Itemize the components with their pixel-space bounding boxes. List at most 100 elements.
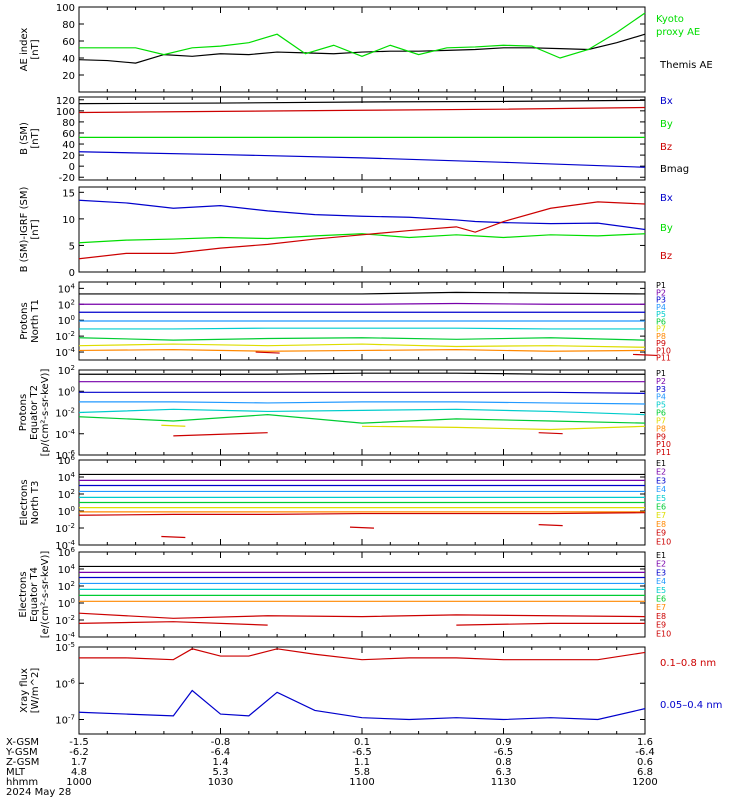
- legend-entry: 0.1–0.8 nm: [660, 658, 716, 669]
- y-tick-label: 104: [58, 563, 76, 576]
- series-line-themis-ae: [78, 33, 646, 64]
- series-segment-p9: [255, 351, 280, 354]
- legend-entry: P6: [656, 409, 666, 418]
- orbit-value: 0.6: [637, 757, 653, 768]
- y-axis-label: B (SM): [19, 122, 30, 155]
- y-tick-label: 80: [62, 118, 75, 129]
- legend-entry: P1: [656, 369, 666, 378]
- y-tick-label: 10: [62, 215, 75, 226]
- panel-frame: [78, 186, 646, 273]
- orbit-value: 4.8: [71, 767, 87, 778]
- y-tick-label: 10-2: [55, 614, 75, 627]
- legend-entry: P4: [656, 303, 666, 312]
- legend-entry: Bmag: [660, 164, 689, 175]
- legend-entry: E10: [656, 537, 671, 546]
- orbit-value: 0.8: [496, 757, 512, 768]
- legend-entry: E10: [656, 629, 671, 638]
- y-tick-label: 102: [58, 580, 75, 593]
- panel-frame: [78, 96, 646, 181]
- legend-entry: P4: [656, 393, 666, 402]
- y-tick-label: 40: [62, 140, 75, 151]
- y-axis-label: Xray flux: [19, 668, 30, 713]
- legend-entry: Kyoto: [656, 14, 684, 25]
- orbit-value: -6.2: [69, 747, 89, 758]
- orbit-value: 1030: [208, 777, 233, 788]
- legend-entry: E5: [656, 494, 666, 503]
- y-axis-label: Equator T2: [29, 385, 40, 440]
- orbit-value: 6.3: [496, 767, 512, 778]
- y-tick-label: -20: [59, 173, 75, 184]
- legend-entry: E4: [656, 485, 666, 494]
- y-axis-label: Electrons: [19, 479, 30, 525]
- y-tick-label: 10-5: [55, 641, 75, 654]
- y-axis-label: [W/m^2]: [30, 668, 41, 714]
- y-tick-label: 100: [58, 597, 75, 610]
- legend-entry: Bx: [660, 193, 673, 204]
- orbit-value: -6.5: [494, 747, 514, 758]
- series-segment-p9: [632, 353, 658, 357]
- orbit-value: 1130: [491, 777, 516, 788]
- legend-entry: P9: [656, 432, 666, 441]
- series-line-p5: [79, 327, 645, 330]
- panel-pn1: 104 102 100 10-2 10-4 Protons North T1 P1P2P3P4…: [19, 281, 671, 363]
- y-tick-label: 60: [62, 37, 75, 48]
- y-tick-label: 15: [62, 188, 75, 199]
- series-segment-p9: [538, 432, 563, 435]
- orbit-value: 1200: [632, 777, 657, 788]
- legend-entry: E5: [656, 586, 666, 595]
- y-axis-label: [nT]: [30, 39, 41, 59]
- legend-entry: E1: [656, 459, 666, 468]
- y-tick-label: 100: [56, 107, 75, 118]
- legend-entry: Bz: [660, 251, 672, 262]
- legend-entry: E7: [656, 603, 666, 612]
- panel-frame: [78, 369, 646, 456]
- orbit-value: 1.6: [637, 737, 653, 748]
- orbit-value: 6.8: [637, 767, 653, 778]
- y-axis-label: Protons: [18, 394, 29, 431]
- y-tick-label: 10-2: [55, 330, 75, 343]
- legend-entry: E3: [656, 476, 666, 485]
- series-line-p2: [79, 302, 645, 305]
- y-axis-label: [p/(cm²-s-sr-keV)]: [40, 369, 51, 457]
- y-tick-label: 106: [58, 454, 76, 467]
- panel-frame: [78, 6, 646, 93]
- orbit-row-label: MLT: [6, 767, 26, 778]
- plot-date: 2024 May 28: [6, 787, 71, 798]
- legend-entry: E8: [656, 612, 666, 621]
- orbit-row-label: Z-GSM: [6, 757, 39, 768]
- series-line-p3: [79, 391, 646, 394]
- legend-entry: P2: [656, 377, 666, 386]
- panel-ae: 20 40 60 80 100 AE index [nT] Kyoto proxy AE Them…: [19, 3, 713, 93]
- legend-entry: P8: [656, 424, 666, 433]
- legend-entry: P10: [656, 346, 671, 355]
- y-tick-label: 10-6: [55, 677, 75, 690]
- legend-entry: P1: [656, 281, 666, 290]
- orbit-row-label: hhmm: [6, 777, 38, 788]
- y-tick-label: 106: [58, 546, 76, 559]
- series-line-p1: [79, 291, 646, 295]
- legend-entry: By: [660, 223, 673, 234]
- series-line-e9: [78, 621, 268, 626]
- series-line-p9: [173, 432, 268, 437]
- legend-entry: P8: [656, 332, 666, 341]
- series-line-p7: [78, 343, 646, 348]
- y-tick-label: 100: [58, 385, 75, 398]
- series-line-bz: [78, 201, 646, 260]
- y-tick-label: 100: [56, 3, 75, 14]
- y-tick-label: 10-4: [55, 428, 75, 441]
- orbit-value: -1.5: [69, 737, 89, 748]
- orbit-value: -6.4: [211, 747, 231, 758]
- legend-entry: E9: [656, 529, 666, 538]
- legend-entry: E4: [656, 577, 666, 586]
- legend-entry: Bz: [660, 142, 672, 153]
- series-line-e8: [78, 612, 646, 619]
- orbit-value: 1.4: [213, 757, 229, 768]
- y-tick-label: 20: [62, 151, 75, 162]
- y-tick-label: 10-2: [55, 407, 75, 420]
- legend-entry: By: [660, 119, 673, 130]
- series-line-0-05-0-4-nm: [78, 689, 646, 721]
- legend-entry: E6: [656, 595, 666, 604]
- y-tick-label: 102: [58, 298, 75, 311]
- legend-entry: E9: [656, 621, 666, 630]
